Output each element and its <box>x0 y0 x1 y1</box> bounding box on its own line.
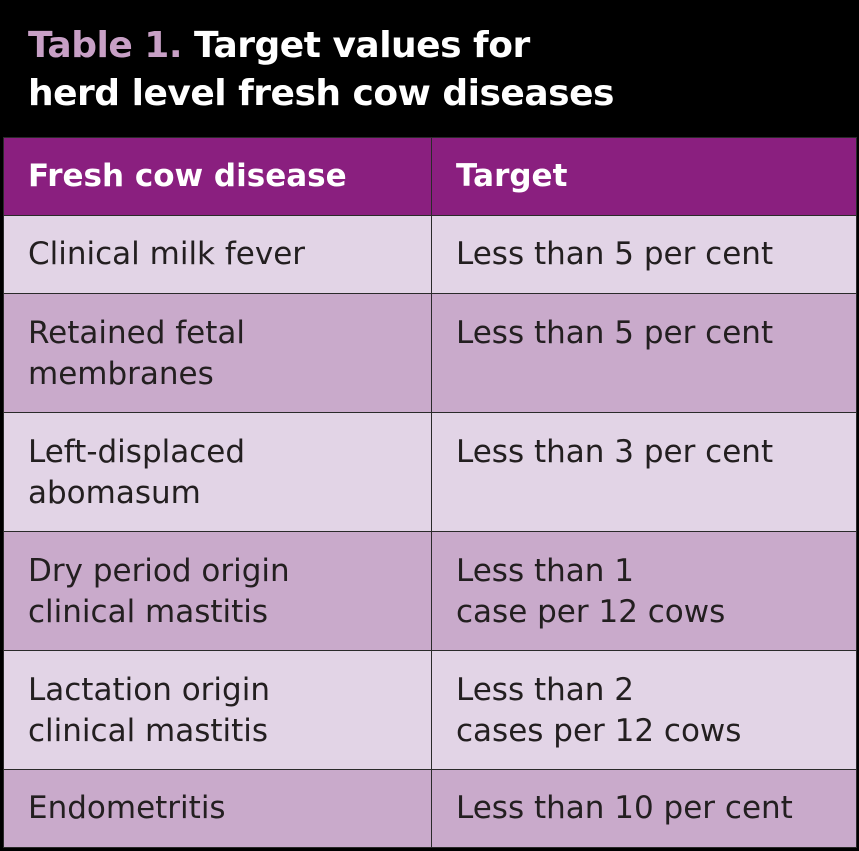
header-target: Target <box>431 137 857 216</box>
disease-text: Lactation origin clinical mastitis <box>28 672 270 749</box>
disease-text: Retained fetal membranes <box>28 315 245 392</box>
disease-cell: Dry period origin clinical mastitis <box>3 531 432 651</box>
target-cell: Less than 5 per cent <box>431 215 857 294</box>
header-disease: Fresh cow disease <box>3 137 432 216</box>
disease-cell: Lactation origin clinical mastitis <box>3 650 432 770</box>
table-row: Lactation origin clinical mastitis Less … <box>3 650 857 770</box>
disease-text: Dry period origin clinical mastitis <box>28 553 290 630</box>
disease-cell: Endometritis <box>3 769 432 848</box>
table-number-label: Table 1. <box>28 25 183 66</box>
target-cell: Less than 2 cases per 12 cows <box>431 650 857 770</box>
disease-text: Left-displaced abomasum <box>28 434 246 511</box>
disease-targets-table: Fresh cow disease Target Clinical milk f… <box>3 137 857 848</box>
table-title: Table 1. Target values for herd level fr… <box>28 22 848 118</box>
target-cell: Less than 10 per cent <box>431 769 857 848</box>
title-line-1: Target values for <box>194 25 530 66</box>
disease-cell: Left-displaced abomasum <box>3 412 432 532</box>
table-row: Endometritis Less than 10 per cent <box>3 769 857 848</box>
disease-text: Clinical milk fever <box>28 236 306 272</box>
target-text: Less than 5 per cent <box>456 315 774 351</box>
title-line-2: herd level fresh cow diseases <box>28 73 614 114</box>
target-text: Less than 2 cases per 12 cows <box>456 672 742 749</box>
target-text: Less than 3 per cent <box>456 434 774 470</box>
header-row: Fresh cow disease Target <box>3 137 857 216</box>
target-cell: Less than 1 case per 12 cows <box>431 531 857 651</box>
disease-targets-table-wrapper: Fresh cow disease Target Clinical milk f… <box>3 137 857 848</box>
disease-cell: Retained fetal membranes <box>3 293 432 413</box>
table-row: Clinical milk fever Less than 5 per cent <box>3 215 857 294</box>
table-row: Left-displaced abomasum Less than 3 per … <box>3 412 857 532</box>
target-text: Less than 10 per cent <box>456 790 793 826</box>
table-row: Retained fetal membranes Less than 5 per… <box>3 293 857 413</box>
target-cell: Less than 5 per cent <box>431 293 857 413</box>
target-cell: Less than 3 per cent <box>431 412 857 532</box>
target-text: Less than 5 per cent <box>456 236 774 272</box>
target-text: Less than 1 case per 12 cows <box>456 553 726 630</box>
disease-text: Endometritis <box>28 790 226 826</box>
disease-cell: Clinical milk fever <box>3 215 432 294</box>
table-row: Dry period origin clinical mastitis Less… <box>3 531 857 651</box>
